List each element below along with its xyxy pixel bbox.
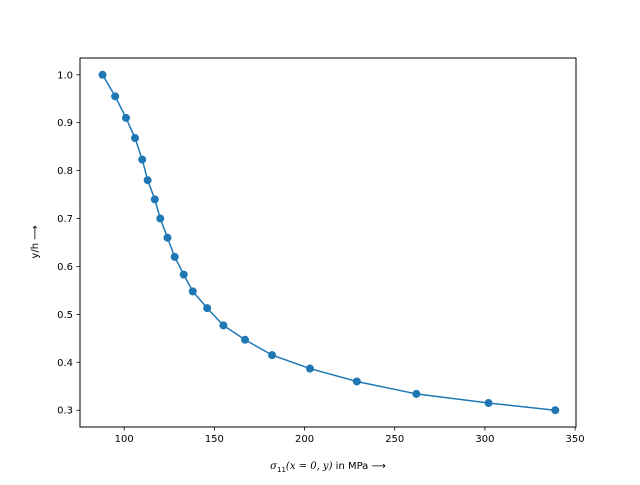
y-tick-label: 0.3 — [57, 406, 73, 417]
x-axis-label-suffix: in MPa ⟶ — [332, 461, 385, 472]
data-point — [121, 113, 130, 122]
x-tick-label: 300 — [475, 434, 494, 445]
x-tick-label: 350 — [566, 434, 585, 445]
y-axis: 0.3 0.4 0.5 0.6 0.7 0.8 0.9 1.0 — [57, 70, 80, 417]
y-tick-label: 0.4 — [57, 358, 73, 369]
y-tick-label: 0.9 — [57, 118, 73, 129]
data-point — [551, 406, 560, 415]
axes-frame — [79, 57, 577, 428]
data-point — [111, 92, 120, 101]
data-point — [352, 377, 361, 386]
x-axis-label-subscript: 11 — [277, 466, 286, 474]
data-point — [179, 270, 188, 279]
data-point — [241, 335, 250, 344]
data-point — [170, 252, 179, 261]
plot-area — [98, 70, 560, 415]
y-tick-label: 0.8 — [57, 166, 73, 177]
data-point — [188, 287, 197, 296]
y-tick-label: 0.7 — [57, 214, 73, 225]
data-point — [412, 389, 421, 398]
data-point — [156, 214, 165, 223]
x-tick-label: 100 — [115, 434, 134, 445]
x-tick-label: 150 — [205, 434, 224, 445]
x-tick-label: 250 — [385, 434, 404, 445]
x-axis-label-symbol: σ — [270, 461, 278, 472]
y-tick-label: 0.5 — [57, 310, 73, 321]
y-tick-label: 0.6 — [57, 262, 73, 273]
data-point — [163, 233, 172, 242]
y-tick-label: 1.0 — [57, 70, 73, 81]
data-point — [203, 304, 212, 313]
data-point — [219, 321, 228, 330]
data-point — [138, 155, 147, 164]
x-axis-label-expression: (x = 0, y) — [286, 461, 333, 472]
x-tick-label: 200 — [295, 434, 314, 445]
data-point — [143, 176, 152, 185]
x-axis: 100 150 200 250 300 350 — [115, 427, 585, 445]
data-point — [131, 134, 140, 143]
data-point — [98, 70, 107, 79]
data-point — [150, 195, 159, 204]
y-axis-label: y/h ⟶ — [30, 225, 41, 258]
data-point — [305, 364, 314, 373]
data-point — [484, 399, 493, 408]
x-axis-label: σ11(x = 0, y) in MPa ⟶ — [270, 461, 386, 474]
data-point — [268, 351, 277, 360]
